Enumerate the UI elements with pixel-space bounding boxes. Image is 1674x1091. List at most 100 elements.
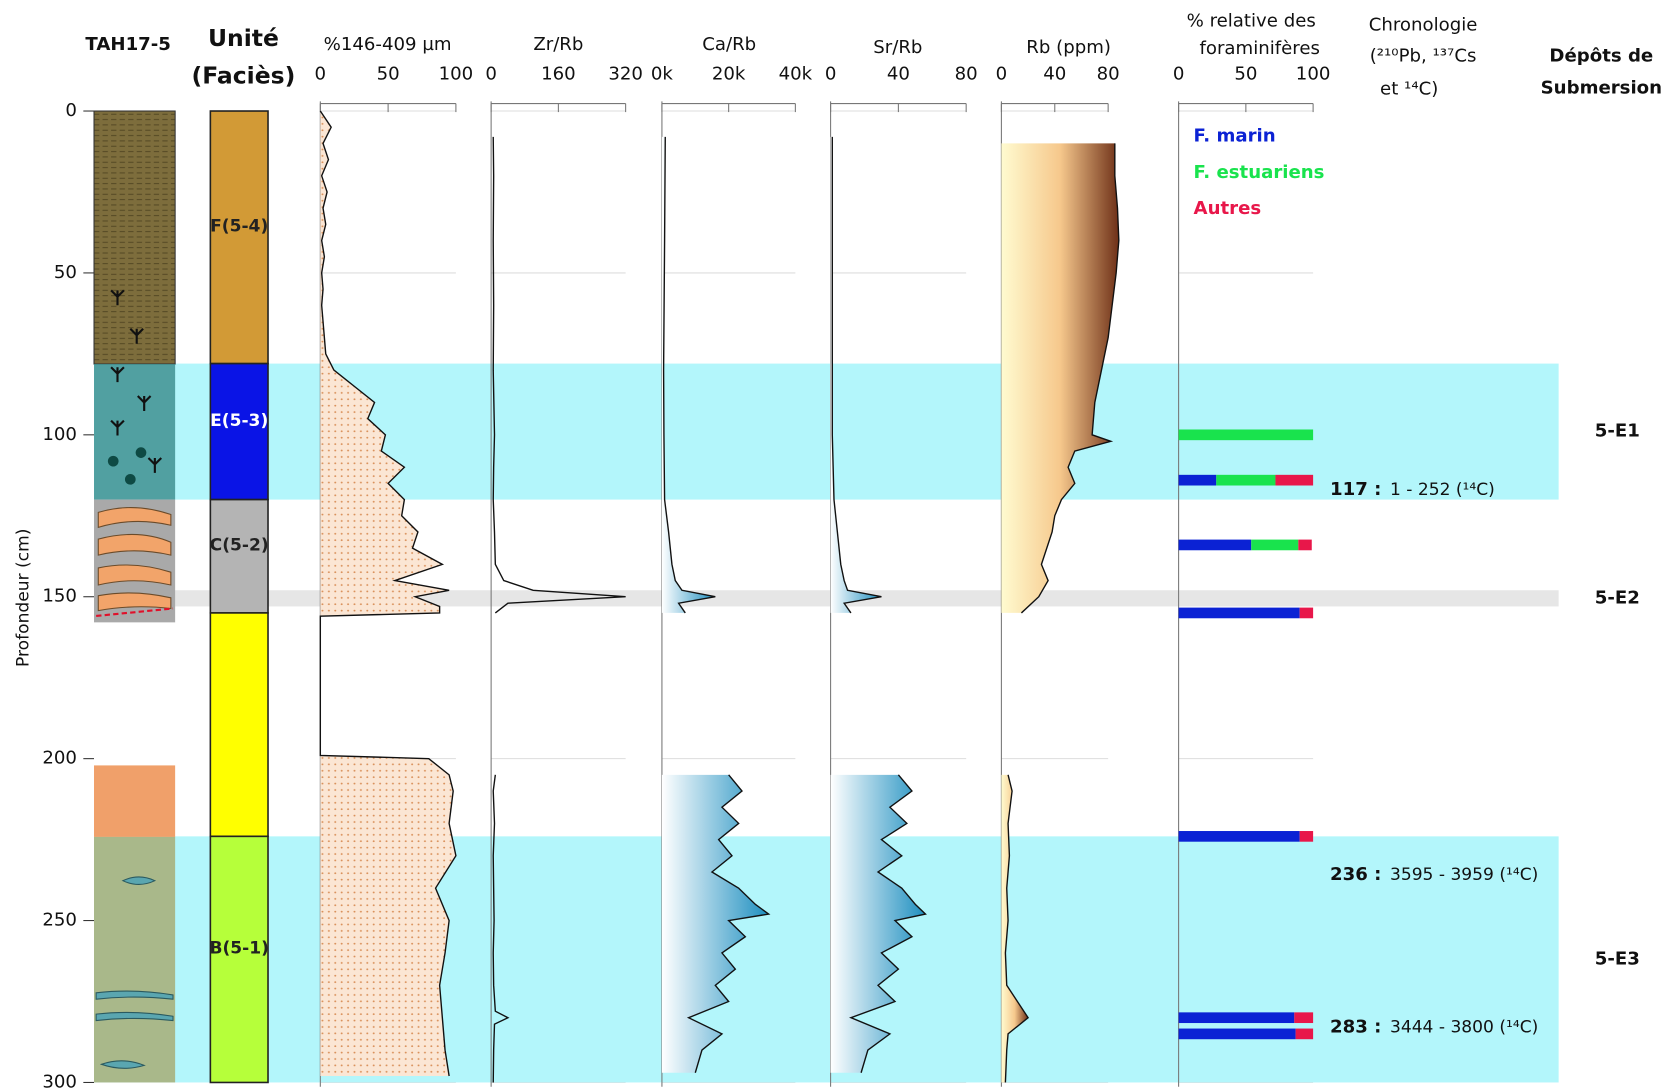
area-fill <box>320 111 456 1076</box>
x-tick-label: 40 <box>1043 64 1066 85</box>
x-tick-label: 160 <box>541 64 576 85</box>
deposit-band <box>94 590 1559 607</box>
nodule <box>107 455 119 467</box>
panel-title: (Faciès) <box>192 61 296 89</box>
core-section <box>93 110 176 365</box>
foram-bar <box>1275 474 1314 486</box>
date-depth: 283 : <box>1330 1016 1381 1037</box>
foram-bar <box>1178 539 1252 551</box>
foram-bar <box>1178 474 1217 486</box>
x-tick-label: 40 <box>887 64 910 85</box>
area-fill <box>1001 774 1029 1083</box>
erosion-contact <box>96 607 174 618</box>
area-fill <box>830 136 882 613</box>
panel-title: Rb (ppm) <box>1026 37 1111 58</box>
foram-bar <box>1178 831 1300 842</box>
foram-bar <box>1216 474 1276 486</box>
core-lithology <box>93 110 176 1083</box>
panel-title: % relative des <box>1187 10 1316 31</box>
deposit-label: 5-E3 <box>1595 948 1640 969</box>
x-tick-label: 20k <box>712 64 746 85</box>
legend-entry: F. marin <box>1194 126 1276 147</box>
panel-title: et ¹⁴C) <box>1380 79 1438 100</box>
x-tick-label: 80 <box>1097 64 1120 85</box>
profile-line <box>831 136 927 1073</box>
y-tick-label: 200 <box>42 748 77 769</box>
foram-bar <box>1178 1012 1295 1024</box>
foram-bar <box>1178 1028 1296 1040</box>
legend-entry: Autres <box>1194 198 1262 219</box>
area-fill <box>830 774 926 1073</box>
x-tick-label: 50 <box>1234 64 1257 85</box>
y-tick-label: 0 <box>65 100 77 121</box>
panel-title: Chronologie <box>1369 15 1478 36</box>
deposit-label: 5-E1 <box>1595 421 1640 442</box>
background <box>94 110 1559 1083</box>
profile-line <box>492 136 626 1083</box>
unit-label: F(5-4) <box>210 217 268 237</box>
unit-label: E(5-3) <box>210 411 268 431</box>
x-tick-label: 0 <box>485 64 497 85</box>
plots: TAH17-5 Profondeur (cm) 0 50 100 150 200 250 300… <box>14 10 1662 1091</box>
date-depth: 117 : <box>1330 479 1381 500</box>
x-tick-label: 80 <box>955 64 978 85</box>
y-tick-label: 300 <box>42 1071 77 1091</box>
date-range: 1 - 252 (¹⁴C) <box>1390 480 1495 500</box>
unit <box>209 362 269 501</box>
profile-line <box>319 110 457 1077</box>
core-lens <box>95 876 174 1069</box>
core-lens <box>97 507 172 612</box>
panel-title: (²¹⁰Pb, ¹³⁷Cs <box>1370 46 1477 67</box>
unit <box>209 835 269 1084</box>
foram-bar <box>1299 831 1314 842</box>
panel-title: %146-409 µm <box>324 34 452 55</box>
foram-bar <box>1294 1012 1314 1024</box>
x-tick-label: 320 <box>608 64 643 85</box>
deposit-label: 5-E2 <box>1595 587 1640 608</box>
foram-bar <box>1295 1028 1314 1040</box>
profile-line <box>1004 143 1120 1083</box>
foram-bar <box>1251 539 1299 551</box>
x-tick-label: 0 <box>996 64 1008 85</box>
area-fill <box>661 774 769 1073</box>
date-depth: 236 : <box>1330 864 1381 885</box>
unit <box>209 612 269 838</box>
nodule <box>135 447 147 458</box>
unit-label: C(5-2) <box>210 536 269 556</box>
panel-title: TAH17-5 <box>85 34 171 55</box>
x-tick-label: 0 <box>1173 64 1185 85</box>
x-tick-label: 100 <box>1296 64 1331 85</box>
x-tick-label: 50 <box>377 64 400 85</box>
panel-title: foraminifères <box>1200 38 1320 59</box>
nodule <box>124 473 136 485</box>
core-section <box>94 765 176 837</box>
panel-title: Zr/Rb <box>533 34 583 55</box>
panel-title: Sr/Rb <box>873 37 922 58</box>
foram-bar <box>1299 607 1314 619</box>
x-tick-label: 0 <box>315 64 327 85</box>
legend-entry: F. estuariens <box>1194 162 1325 183</box>
unit <box>209 498 269 614</box>
foram-bar <box>1178 607 1300 619</box>
date-range: 3444 - 3800 (¹⁴C) <box>1390 1017 1538 1037</box>
core-section <box>94 836 176 1083</box>
x-tick-label: 40k <box>779 64 813 85</box>
unit <box>209 110 269 365</box>
area-fill <box>1001 143 1119 613</box>
unit-label: B(5-1) <box>209 939 268 959</box>
area-fill <box>661 136 716 613</box>
panel-title: Submersion <box>1541 78 1662 99</box>
x-tick-label: 100 <box>439 64 474 85</box>
y-tick-label: 50 <box>54 262 77 283</box>
y-tick-label: 250 <box>42 910 77 931</box>
date-range: 3595 - 3959 (¹⁴C) <box>1390 865 1538 885</box>
y-tick-label: 100 <box>42 424 77 445</box>
panel-title: Dépôts de <box>1549 46 1653 67</box>
y-tick-label: 150 <box>42 586 77 607</box>
panel-title: Unité <box>208 24 279 52</box>
foram-bar <box>1178 429 1314 441</box>
x-tick-label: 0 <box>825 64 837 85</box>
foram-bar <box>1298 539 1312 551</box>
x-tick-label: 0k <box>651 64 674 85</box>
